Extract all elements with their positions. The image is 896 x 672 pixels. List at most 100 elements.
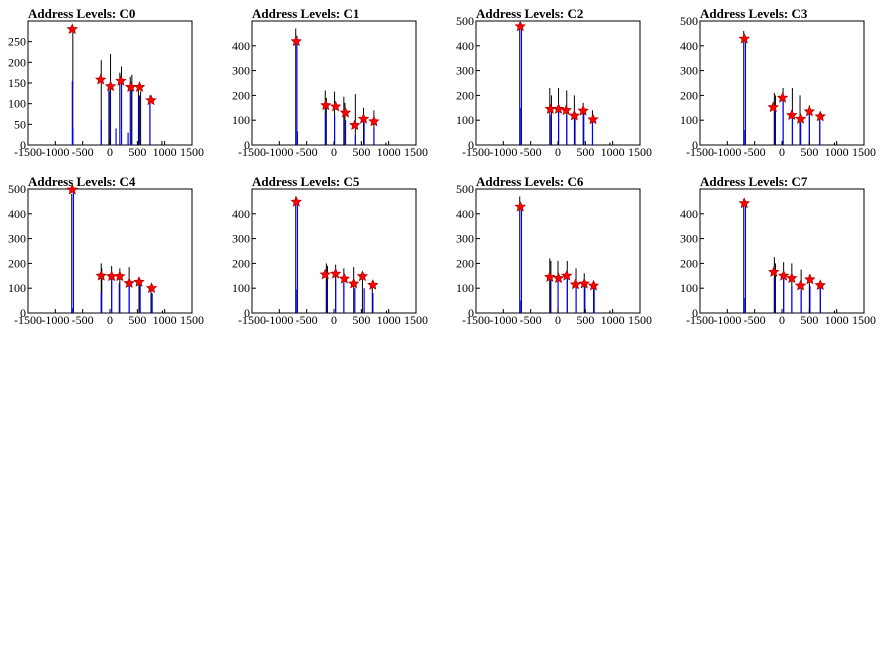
- y-tick-label: 400: [232, 39, 250, 53]
- y-tick-label: 100: [456, 113, 474, 127]
- chart-panel-4: Address Levels: C4 0 100 200 300 400 500 -1500-…: [0, 168, 224, 336]
- x-tick-label: 1500: [180, 145, 204, 159]
- plot-frame: [251, 188, 417, 314]
- peak-marker: [738, 197, 750, 209]
- plot-frame: [27, 188, 193, 314]
- y-tick-label: 300: [680, 232, 698, 246]
- x-tick-label: -1500: [14, 145, 42, 159]
- y-tick-label: 400: [680, 207, 698, 221]
- y-tick-label: 0: [244, 138, 250, 152]
- y-tick-label: 400: [680, 39, 698, 53]
- chart-title: Address Levels: C3: [700, 6, 808, 21]
- chart-title: Address Levels: C0: [28, 6, 136, 21]
- y-tick-label: 300: [8, 232, 26, 246]
- peak-marker: [356, 270, 369, 282]
- y-tick-label: 0: [20, 306, 26, 320]
- chart-panel-3: Address Levels: C3 0 100 200 300 400 500 -1500-…: [672, 0, 896, 168]
- chart-title: Address Levels: C5: [252, 174, 360, 189]
- x-tick-label: -500: [744, 145, 766, 159]
- y-tick-label: 0: [468, 306, 474, 320]
- peak-marker: [367, 279, 379, 290]
- y-tick-label: 200: [232, 256, 250, 270]
- peak-marker: [368, 115, 380, 127]
- chart-panel-6: Address Levels: C6 0 100 200 300 400 500 -1500-…: [448, 168, 672, 336]
- y-tick-label: 400: [8, 207, 26, 221]
- y-tick-label: 0: [692, 138, 698, 152]
- x-tick-label: 1500: [404, 145, 428, 159]
- x-tick-label: 500: [128, 145, 146, 159]
- peak-marker: [776, 91, 789, 103]
- peak-marker: [544, 271, 556, 282]
- x-tick-label: 1500: [852, 145, 876, 159]
- peak-marker: [133, 276, 145, 287]
- y-tick-label: 100: [680, 281, 698, 295]
- y-tick-label: 200: [8, 55, 26, 69]
- x-tick-label: -1500: [238, 313, 266, 327]
- peak-marker: [357, 113, 370, 124]
- y-tick-label: 100: [680, 113, 698, 127]
- y-tick-label: 200: [232, 88, 250, 102]
- chart-svg: 0 100 200 300 400 500 -1500 -1000 -500 0 500 1000 15…: [680, 14, 876, 159]
- peak-marker: [514, 200, 526, 212]
- chart-panel-1: Address Levels: C1 0 100 200 300 400 -1500 -100…: [224, 0, 448, 168]
- peak-marker: [794, 279, 807, 291]
- chart-title: Address Levels: C6: [476, 174, 584, 189]
- x-tick-label: -1500: [14, 313, 42, 327]
- peak-marker: [290, 195, 302, 207]
- peak-marker: [544, 103, 557, 114]
- x-tick-label: -500: [520, 145, 542, 159]
- x-tick-label: 1500: [180, 313, 204, 327]
- x-tick-label: 500: [800, 145, 818, 159]
- peak-marker: [145, 282, 158, 294]
- y-tick-label: 0: [244, 306, 250, 320]
- x-tick-label: 1000: [377, 145, 401, 159]
- peak-marker: [145, 94, 157, 106]
- peak-marker: [587, 113, 599, 125]
- peak-marker: [133, 81, 146, 92]
- peak-marker: [95, 73, 107, 85]
- x-tick-label: 1500: [628, 145, 652, 159]
- chart-svg: 0 50 100 150 200 250 -1500 -1000 -500 0 500 1000 150…: [8, 20, 204, 159]
- chart-svg: 0 100 200 300 400 -1500 -1000 -500 0 500 1000 1500: [680, 188, 876, 327]
- peak-marker: [114, 270, 126, 282]
- chart-panel-7: Address Levels: C7 0 100 200 300 400 -1500 -100…: [672, 168, 896, 336]
- x-tick-label: 1500: [404, 313, 428, 327]
- peak-marker: [768, 266, 780, 277]
- x-tick-label: -1500: [238, 145, 266, 159]
- y-tick-label: 100: [8, 97, 26, 111]
- y-tick-label: 500: [456, 182, 474, 196]
- address-levels-grid: Address Levels: C0 0 50 100 150 200 250 -1500 -1…: [0, 0, 896, 336]
- peak-marker: [786, 109, 798, 121]
- x-tick-label: 1000: [153, 313, 177, 327]
- x-tick-label: 1500: [852, 313, 876, 327]
- chart-svg: 0 100 200 300 400 500 -1500 -1000 -500 0 500 1000 15…: [456, 182, 652, 327]
- peak-marker: [290, 35, 302, 47]
- x-tick-label: 1000: [601, 145, 625, 159]
- peak-marker: [514, 20, 526, 32]
- y-tick-label: 200: [680, 256, 698, 270]
- plot-frame: [699, 188, 865, 314]
- y-tick-label: 200: [456, 88, 474, 102]
- x-tick-label: 500: [576, 145, 594, 159]
- x-tick-label: 0: [555, 313, 561, 327]
- y-tick-label: 0: [468, 138, 474, 152]
- x-tick-label: -1500: [686, 145, 714, 159]
- peak-marker: [66, 183, 78, 195]
- x-tick-label: -500: [296, 145, 318, 159]
- x-tick-label: 1000: [825, 313, 849, 327]
- peak-marker: [578, 277, 590, 289]
- peak-marker: [561, 269, 573, 281]
- peak-marker: [329, 100, 342, 112]
- x-tick-label: -500: [296, 313, 318, 327]
- peak-marker: [804, 273, 816, 285]
- x-tick-label: -1000: [265, 313, 293, 327]
- chart-title: Address Levels: C2: [476, 6, 584, 21]
- y-tick-label: 0: [20, 138, 26, 152]
- x-tick-label: -1000: [489, 313, 517, 327]
- peak-marker: [349, 119, 361, 130]
- x-tick-label: -1000: [713, 313, 741, 327]
- y-tick-label: 500: [456, 14, 474, 28]
- peak-marker: [552, 103, 565, 114]
- y-tick-label: 300: [232, 232, 250, 246]
- x-tick-label: -1500: [462, 313, 490, 327]
